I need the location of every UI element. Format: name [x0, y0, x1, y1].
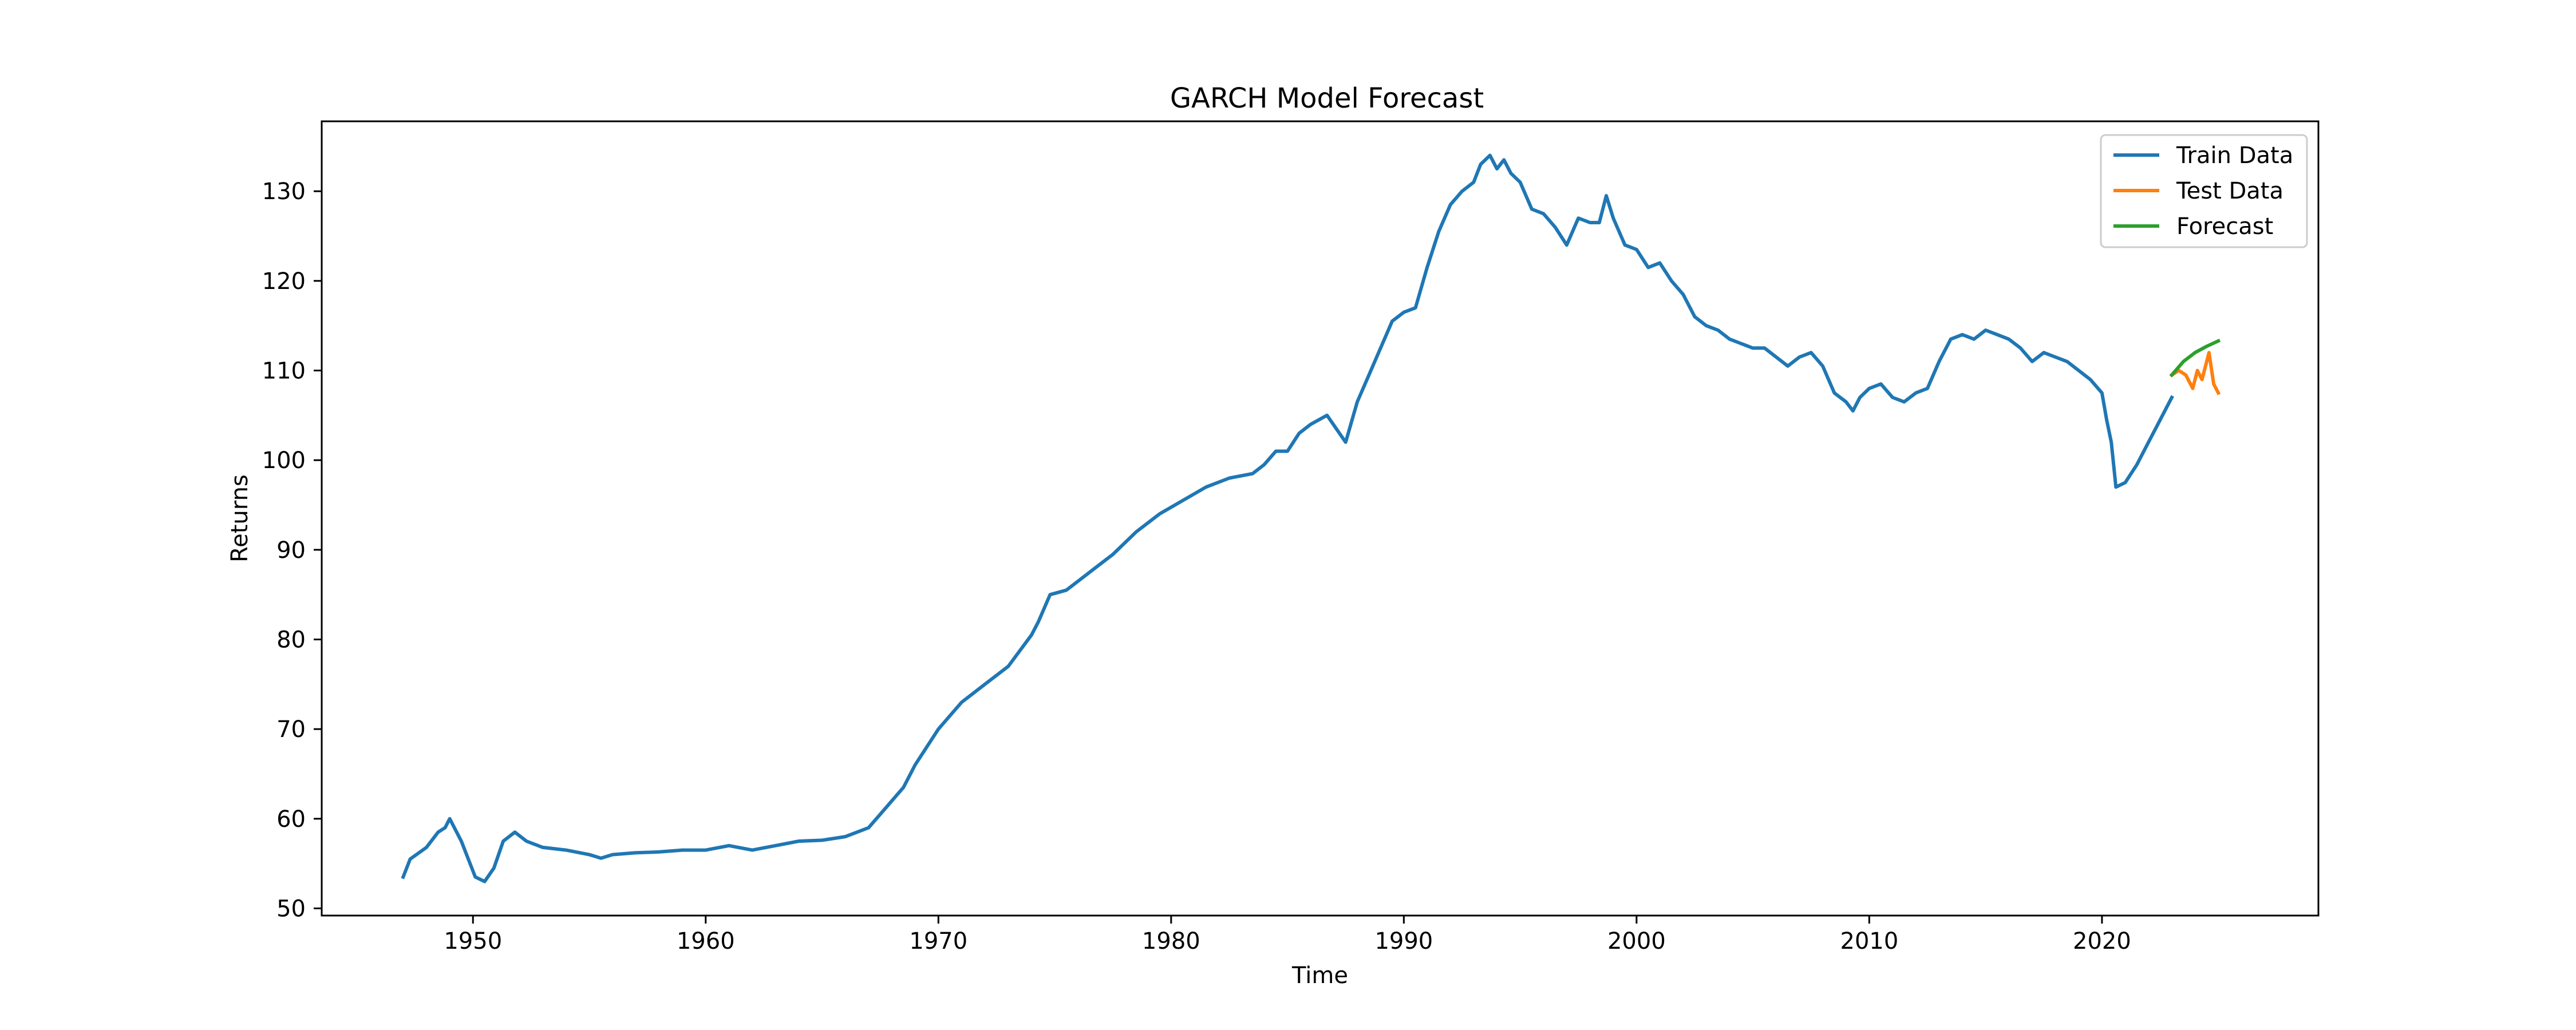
y-tick-label: 50 — [276, 896, 306, 922]
chart-title: GARCH Model Forecast — [1170, 82, 1484, 114]
y-tick-label: 60 — [276, 806, 306, 833]
x-tick-label: 1960 — [677, 928, 735, 954]
series-line-train-data — [401, 153, 2174, 884]
legend-label-test-data: Test Data — [2176, 178, 2283, 204]
legend: Train Data Test Data Forecast — [2100, 134, 2308, 248]
y-tick-label: 100 — [262, 447, 306, 474]
y-tick-label: 120 — [262, 268, 306, 295]
y-tick-label: 90 — [276, 537, 306, 564]
y-tick-label: 80 — [276, 627, 306, 653]
legend-label-forecast: Forecast — [2176, 213, 2273, 240]
x-tick-label: 1970 — [909, 928, 967, 954]
y-axis: 50 60 70 80 90 100 110 120 130 — [262, 179, 322, 922]
x-tick-label: 2020 — [2073, 928, 2131, 954]
legend-box — [2100, 134, 2308, 248]
x-tick-label: 1990 — [1374, 928, 1433, 954]
x-tick-label: 2010 — [1840, 928, 1899, 954]
y-tick-label: 110 — [262, 358, 306, 385]
x-tick-label: 1950 — [444, 928, 502, 954]
x-axis: 1950 1960 1970 1980 1990 2000 2010 2020 — [444, 916, 2131, 954]
series-line-test-data — [2169, 351, 2221, 395]
legend-label-train-data: Train Data — [2176, 142, 2293, 169]
y-tick-label: 70 — [276, 716, 306, 743]
series-line-forecast — [2169, 338, 2221, 378]
x-tick-label: 1980 — [1142, 928, 1200, 954]
plot-area-frame — [321, 120, 2320, 917]
series-layer — [401, 153, 2221, 884]
y-tick-label: 130 — [262, 179, 306, 205]
x-tick-label: 2000 — [1607, 928, 1666, 954]
y-axis-title: Returns — [227, 474, 253, 562]
x-axis-title: Time — [1291, 962, 1348, 989]
